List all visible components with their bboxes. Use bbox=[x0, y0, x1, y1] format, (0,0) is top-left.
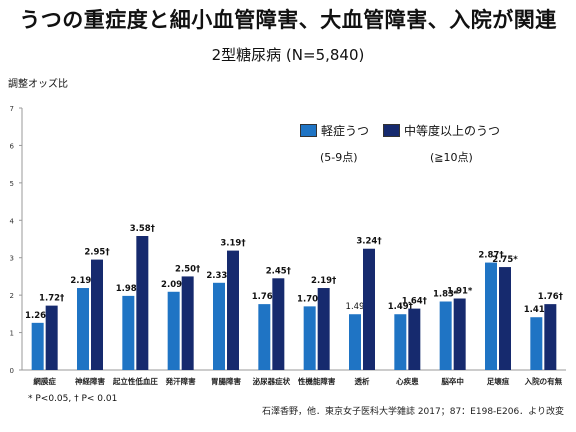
y-axis-label: 調整オッズ比 bbox=[8, 79, 68, 90]
bar-moderate bbox=[272, 278, 285, 370]
chart-title: うつの重症度と細小血管障害、大血管障害、入院が関連 bbox=[19, 8, 557, 32]
bar-moderate bbox=[544, 304, 557, 370]
bar-moderate bbox=[136, 236, 149, 370]
category-label: 網膜症 bbox=[33, 376, 56, 386]
category-label: 脳卒中 bbox=[440, 376, 464, 386]
y-tick-label: 1 bbox=[10, 330, 14, 338]
category-label: 入院の有無 bbox=[524, 376, 563, 386]
bar-mild bbox=[258, 304, 271, 370]
data-label-moderate: 3.19† bbox=[220, 239, 245, 249]
category-label: 心疾患 bbox=[396, 376, 419, 386]
data-label-mild: 1.98† bbox=[116, 284, 141, 294]
data-label-moderate: 1.72† bbox=[39, 294, 64, 304]
bar-moderate bbox=[363, 248, 375, 370]
bar-mild bbox=[122, 295, 135, 370]
bar-mild bbox=[303, 306, 316, 370]
chart-subtitle: 2型糖尿病 (N=5,840) bbox=[211, 46, 365, 64]
legend-item-mild: 軽症うつ bbox=[300, 122, 369, 139]
data-label-moderate: 1.64† bbox=[402, 297, 427, 307]
legend-item-moderate: 中等度以上のうつ bbox=[383, 122, 500, 139]
data-label-mild: 1.76† bbox=[252, 292, 277, 302]
bar-moderate bbox=[408, 308, 421, 370]
source-citation: 石澤香野，他．東京女子医科大学雑誌 2017；87：E198-E206．より改変 bbox=[261, 407, 564, 417]
bar-mild bbox=[349, 314, 361, 370]
bar-mild bbox=[439, 301, 452, 370]
category-label: 発汗障害 bbox=[165, 376, 196, 386]
significance-footnote: * P<0.05, † P< 0.01 bbox=[28, 394, 118, 404]
legend-swatch-moderate bbox=[383, 124, 401, 137]
chart-legend: 軽症うつ 中等度以上のうつ (5-9点) (≧10点) bbox=[300, 122, 514, 165]
legend-range-moderate: (≧10点) bbox=[430, 151, 473, 164]
legend-swatch-mild bbox=[300, 124, 317, 137]
data-label-moderate: 2.50† bbox=[175, 264, 200, 274]
bar-moderate bbox=[181, 276, 194, 370]
legend-label-mild: 軽症うつ bbox=[321, 124, 370, 138]
category-label: 胃腸障害 bbox=[211, 376, 241, 386]
y-tick-label: 6 bbox=[10, 142, 15, 150]
legend-label-moderate: 中等度以上のうつ bbox=[404, 124, 501, 138]
data-label-moderate: 3.58† bbox=[130, 224, 155, 234]
bar-mild bbox=[530, 317, 543, 370]
data-label-mild: 2.19† bbox=[70, 276, 95, 286]
bar-moderate bbox=[453, 298, 466, 370]
data-label-mild: 2.09† bbox=[161, 280, 186, 290]
y-tick-label: 5 bbox=[10, 180, 14, 188]
y-tick-label: 2 bbox=[10, 292, 14, 300]
y-tick-label: 3 bbox=[10, 255, 14, 263]
data-label-mild: 2.87† bbox=[478, 251, 503, 261]
bar-mild bbox=[167, 291, 180, 370]
category-label: 足壊疽 bbox=[487, 376, 510, 386]
data-label-mild: 1.41† bbox=[524, 305, 549, 315]
bar-mild bbox=[77, 288, 89, 370]
category-label: 神経障害 bbox=[75, 376, 105, 386]
bar-mild bbox=[485, 262, 497, 370]
data-label-mild: 1.83* bbox=[433, 290, 459, 300]
data-label-moderate: 3.24† bbox=[356, 237, 381, 247]
bar-moderate bbox=[45, 305, 58, 370]
data-label-moderate: 1.76† bbox=[538, 292, 563, 302]
category-label: 起立性低血圧 bbox=[112, 376, 158, 386]
data-label-mild: 1.49 bbox=[346, 302, 365, 312]
y-tick-label: 4 bbox=[10, 217, 15, 225]
bar-mild bbox=[213, 282, 225, 370]
category-label: 透析 bbox=[355, 376, 370, 386]
bar-mild bbox=[31, 322, 44, 370]
data-label-moderate: 2.95† bbox=[84, 248, 109, 258]
data-label-mild: 2.33† bbox=[206, 271, 231, 281]
data-label-mild: 1.26† bbox=[25, 311, 50, 321]
data-label-mild: 1.70† bbox=[297, 294, 322, 304]
category-label: 性機能障害 bbox=[298, 376, 336, 386]
y-tick-label: 7 bbox=[10, 105, 14, 113]
bar-moderate bbox=[91, 259, 103, 370]
data-label-moderate: 2.19† bbox=[311, 276, 336, 286]
bar-moderate bbox=[317, 288, 330, 370]
bar-moderate bbox=[499, 267, 511, 370]
data-label-moderate: 2.45† bbox=[266, 266, 291, 276]
data-label-moderate: 1.91* bbox=[447, 287, 473, 297]
bar-moderate bbox=[227, 250, 239, 370]
bar-mild bbox=[394, 314, 407, 370]
data-label-mild: 1.49† bbox=[388, 302, 413, 312]
y-tick-label: 0 bbox=[10, 367, 14, 375]
data-label-moderate: 2.75* bbox=[492, 255, 518, 265]
legend-range-mild: (5-9点) bbox=[320, 151, 358, 164]
category-label: 泌尿器症状 bbox=[253, 376, 291, 386]
